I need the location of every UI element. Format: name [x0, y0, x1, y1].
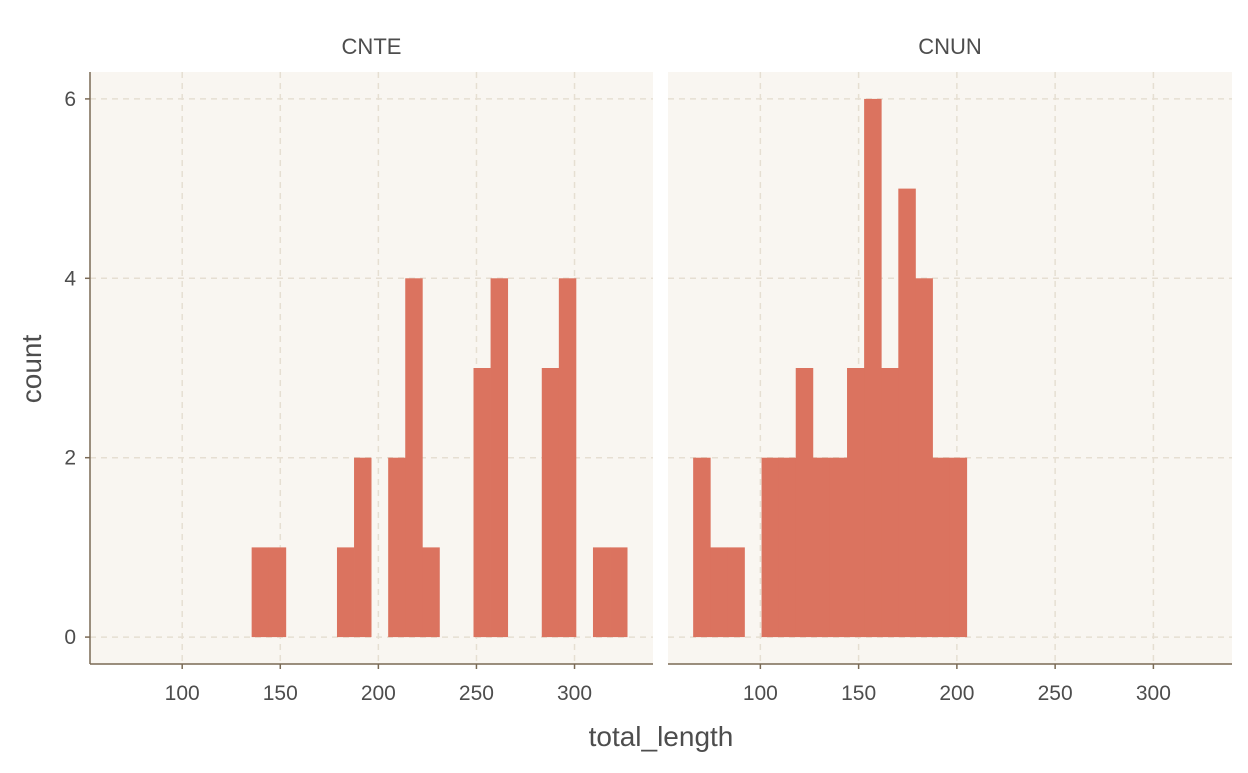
- x-tick-label: 300: [557, 682, 592, 705]
- histogram-bar: [251, 547, 270, 638]
- facet-panel-cnun: CNUN 100 150 200 250 300: [668, 34, 1232, 705]
- facet-label-cnun: CNUN: [918, 34, 982, 59]
- histogram-bar: [592, 547, 611, 638]
- x-tick-label: 150: [841, 682, 876, 705]
- histogram-bar: [898, 188, 916, 638]
- histogram-bar: [795, 368, 814, 638]
- histogram-bar: [422, 547, 440, 638]
- histogram-bar: [268, 547, 287, 638]
- facet-label-cnte: CNTE: [342, 34, 402, 59]
- histogram-bar: [473, 368, 491, 638]
- x-tick-label: 200: [361, 682, 396, 705]
- histogram-bar: [336, 547, 355, 638]
- histogram-bar: [864, 98, 882, 638]
- x-tick-label: 250: [459, 682, 494, 705]
- histogram-bar: [541, 368, 560, 638]
- histogram-bar: [693, 457, 711, 638]
- histogram-bar: [847, 368, 865, 638]
- x-tick-label: 100: [743, 682, 778, 705]
- y-tick-label: 4: [64, 267, 76, 290]
- histogram-bar: [829, 457, 848, 638]
- histogram-bar: [932, 457, 951, 638]
- y-tick-label: 0: [64, 626, 76, 649]
- histogram-bar: [388, 457, 406, 638]
- histogram-bar: [761, 457, 780, 638]
- facet-panel-cnte: CNTE 100 150 200 250 300 0 2 4 6: [64, 34, 653, 705]
- y-axis-title: count: [16, 335, 47, 404]
- x-tick-label: 100: [165, 682, 200, 705]
- histogram-bar: [490, 278, 509, 638]
- histogram-bar: [949, 457, 968, 638]
- y-tick-label: 6: [64, 88, 76, 111]
- y-tick-label: 2: [64, 447, 76, 470]
- histogram-bar: [710, 547, 728, 638]
- x-tick-label: 200: [939, 682, 974, 705]
- x-axis-title: total_length: [589, 721, 734, 752]
- histogram-bar: [610, 547, 628, 638]
- panels-layer: CNTE 100 150 200 250 300 0 2 4 6 CNUN 100 150 200 250 3…: [64, 34, 1232, 705]
- histogram-bar: [727, 547, 745, 638]
- x-tick-label: 300: [1136, 682, 1171, 705]
- x-tick-label: 150: [263, 682, 298, 705]
- histogram-bar: [881, 368, 899, 638]
- histogram-bar: [405, 278, 423, 638]
- histogram-bar: [915, 278, 933, 638]
- histogram-bar: [354, 457, 372, 638]
- histogram-bar: [558, 278, 577, 638]
- histogram-bar: [778, 457, 797, 638]
- x-tick-label: 250: [1038, 682, 1073, 705]
- histogram-bar: [812, 457, 831, 638]
